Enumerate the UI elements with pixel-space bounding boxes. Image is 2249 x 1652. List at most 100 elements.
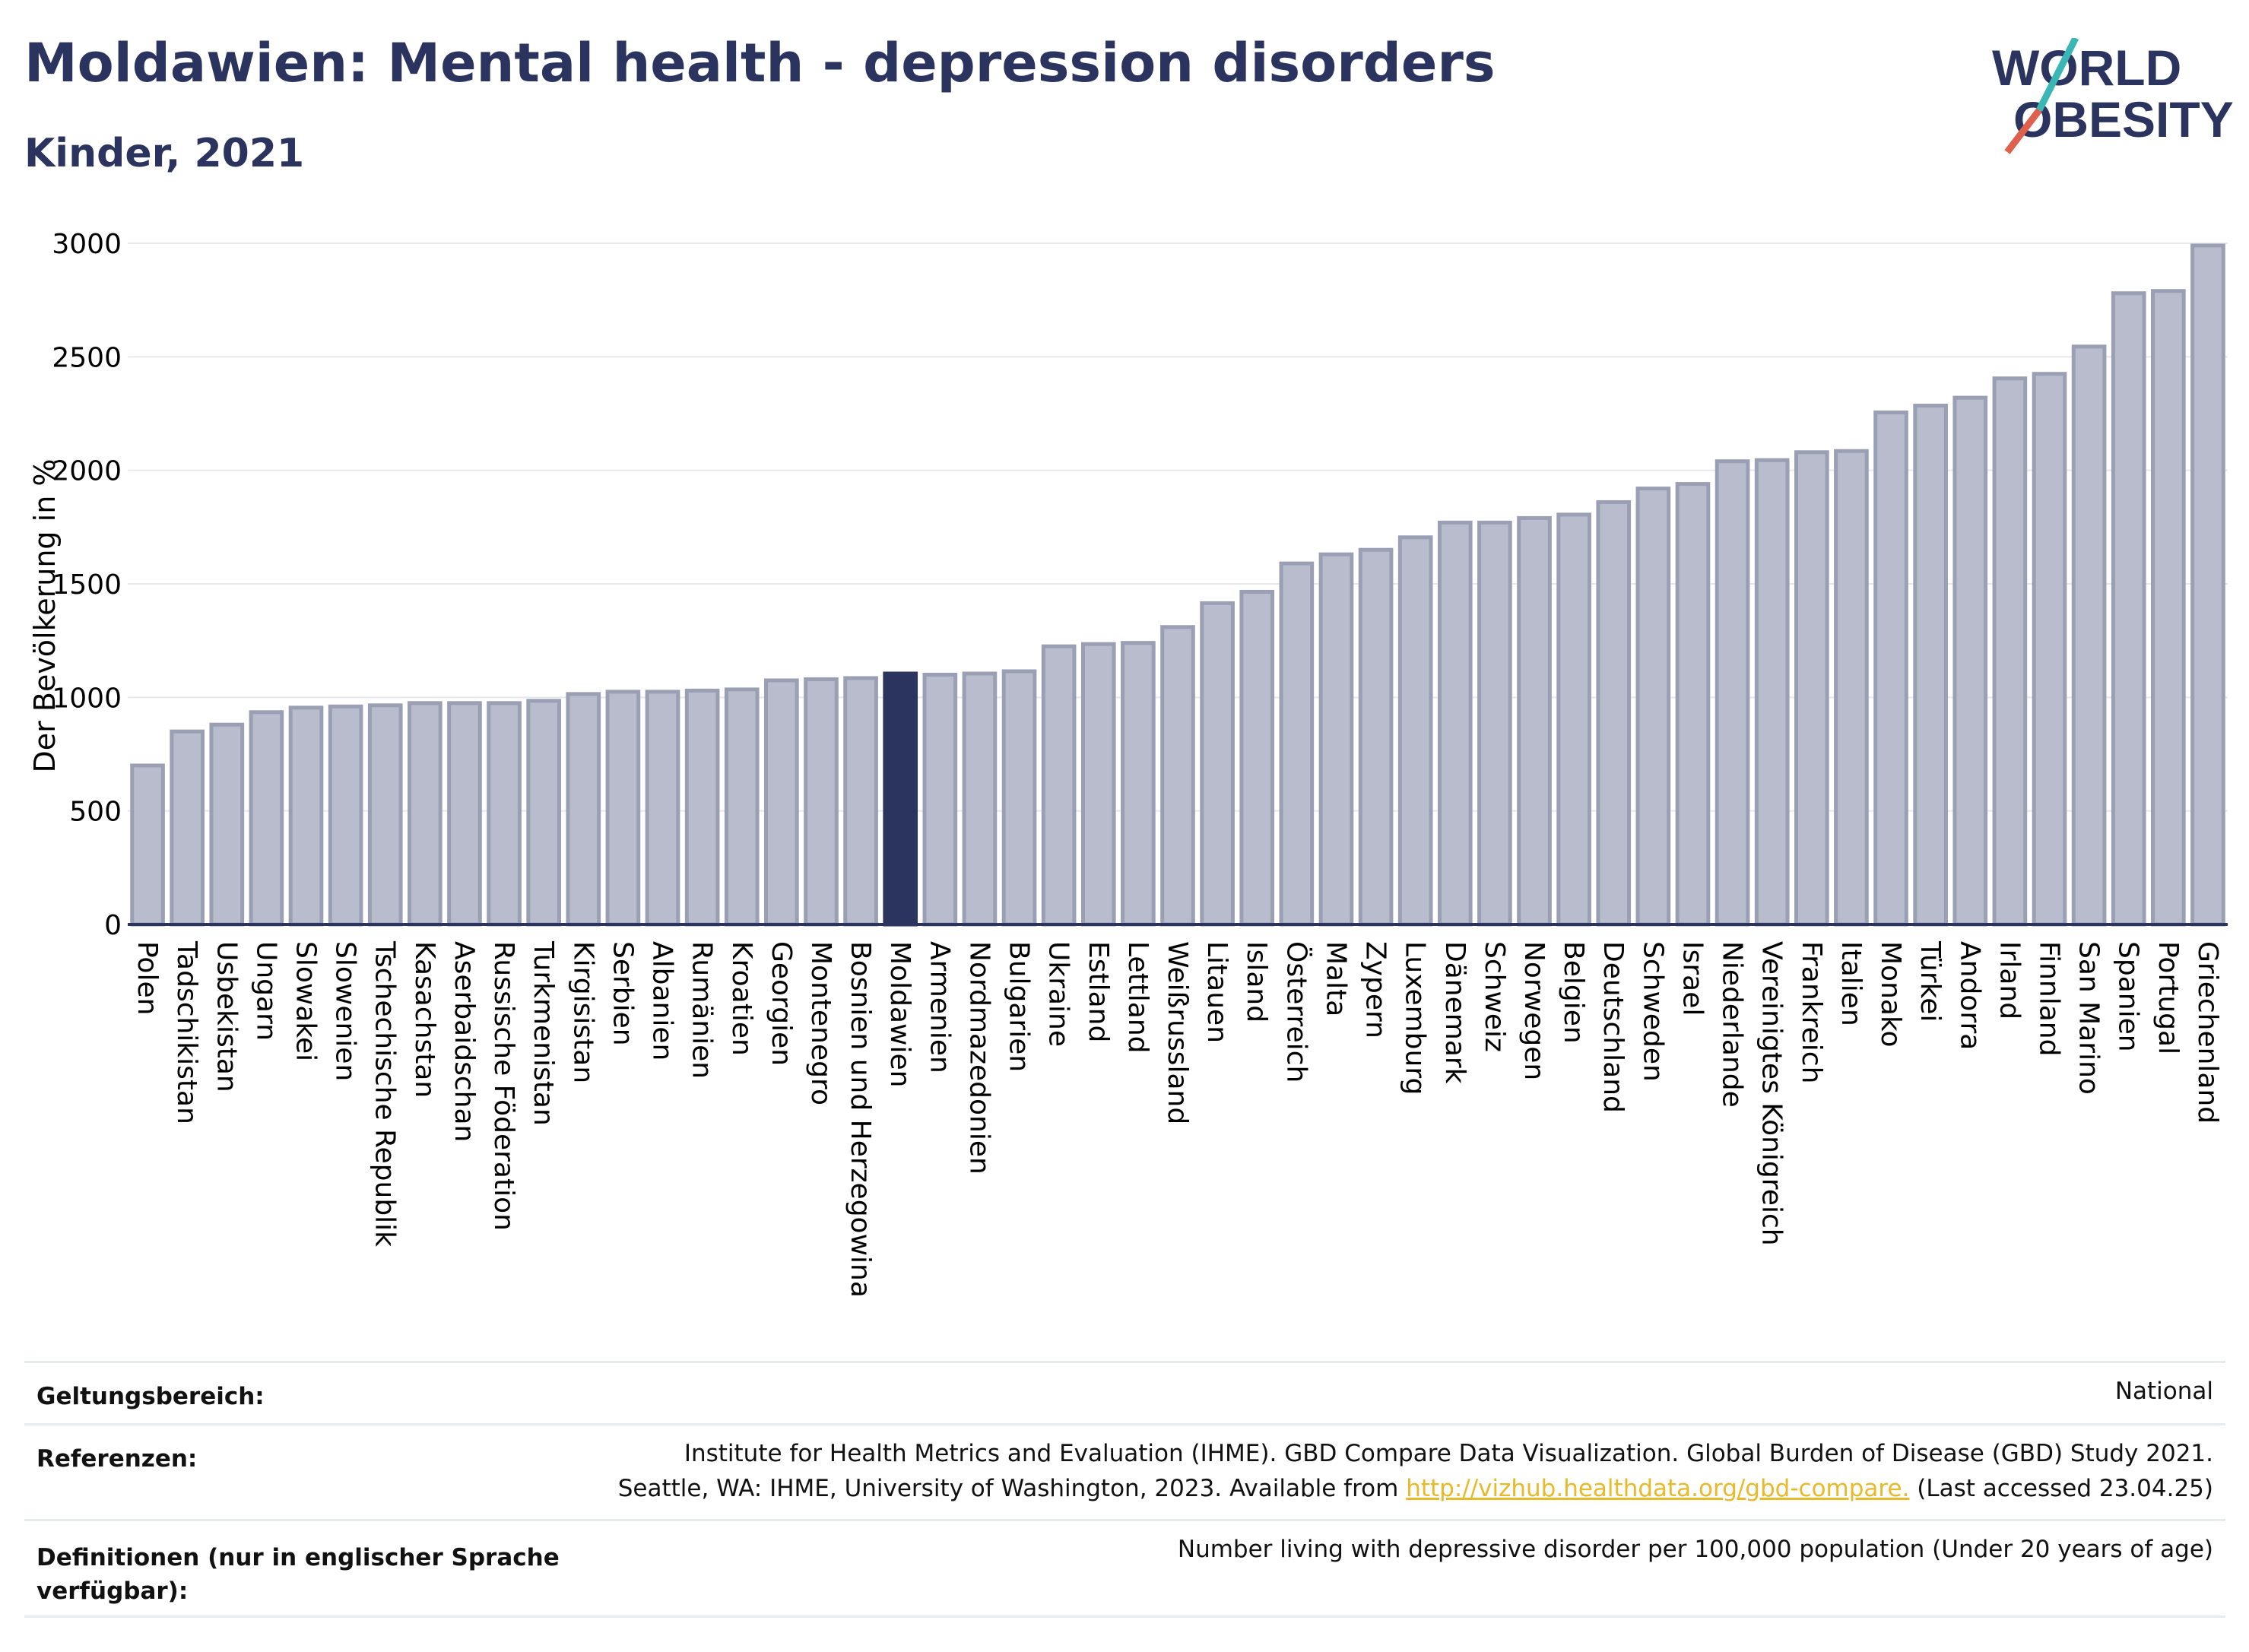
bar — [1001, 669, 1037, 927]
x-tick-label: Finnland — [2033, 941, 2064, 1056]
y-tick-label: 500 — [69, 797, 122, 828]
bar — [2111, 291, 2146, 927]
references-row: Referenzen: Institute for Health Metrics… — [24, 1423, 2225, 1520]
references-text: Seattle, WA: IHME, University of Washing… — [617, 1475, 1407, 1502]
bar — [843, 676, 878, 927]
bar — [1437, 520, 1473, 927]
bar — [170, 729, 205, 927]
bar — [130, 763, 165, 927]
bar — [1834, 449, 1869, 927]
bar — [605, 690, 641, 927]
y-axis-label: Der Bevölkerung in % — [28, 459, 62, 773]
bar — [328, 704, 363, 927]
bar — [1794, 450, 1829, 927]
definitions-value: Number living with depressive disorder p… — [1177, 1536, 2213, 1563]
bar — [2190, 243, 2225, 927]
bar — [1715, 459, 1750, 927]
bar — [1200, 601, 1235, 927]
x-tick-label: Aserbaidschan — [449, 941, 480, 1142]
x-tick-label: Tschechische Republik — [370, 940, 401, 1247]
tick-labels: 0 500 1000 1500 2000 2500 3000 Polen Tadschikist… — [52, 229, 2223, 1298]
bar — [1873, 411, 1908, 927]
x-tick-label: Kirgisistan — [567, 941, 598, 1083]
bar — [526, 699, 562, 927]
x-tick-label: Lettland — [1122, 941, 1153, 1054]
bar — [1952, 395, 1988, 927]
x-tick-label: Israel — [1676, 941, 1708, 1016]
bar — [2071, 344, 2107, 927]
x-tick-label: Andorra — [1954, 941, 1985, 1050]
references-label: Referenzen: — [36, 1445, 198, 1473]
bar — [684, 688, 720, 927]
x-tick-label: Albanien — [647, 941, 678, 1061]
bar — [1596, 499, 1632, 927]
x-tick-label: Norwegen — [1518, 941, 1550, 1080]
bar — [1239, 589, 1275, 927]
x-tick-label: Schweiz — [1479, 941, 1510, 1052]
x-tick-label: Spanien — [2113, 941, 2144, 1052]
x-tick-label: Ungarn — [250, 941, 281, 1041]
definitions-label: Definitionen (nur in englischer Sprache … — [36, 1544, 560, 1605]
bar — [1517, 515, 1552, 927]
x-tick-label: Kroatien — [726, 941, 757, 1056]
x-tick-label: Italien — [1835, 941, 1867, 1026]
bar — [724, 687, 760, 927]
page-subtitle: Kinder, 2021 — [24, 131, 305, 176]
bar — [249, 710, 284, 927]
x-tick-label: Georgien — [766, 941, 797, 1066]
y-tick-label: 0 — [104, 910, 122, 941]
references-link[interactable]: http://vizhub.healthdata.org/gbd-compare… — [1406, 1475, 1910, 1502]
x-tick-label: Schweden — [1637, 941, 1668, 1082]
x-tick-label: Griechenland — [2192, 941, 2223, 1124]
logo-slash-red — [2004, 108, 2042, 154]
x-tick-label: Armenien — [924, 941, 955, 1073]
bar — [447, 701, 482, 927]
x-tick-label: Deutschland — [1597, 941, 1629, 1113]
x-tick-label: Estland — [1083, 941, 1114, 1042]
references-line2: Seattle, WA: IHME, University of Washing… — [618, 1471, 2213, 1506]
bars — [130, 243, 2225, 927]
bar — [1160, 625, 1195, 927]
bar-chart: 0 500 1000 1500 2000 2500 3000 Polen Tadschikist… — [28, 229, 2228, 1298]
x-tick-label: San Marino — [2073, 941, 2105, 1095]
x-tick-label: Irland — [1994, 941, 2025, 1019]
bar — [1675, 482, 1711, 927]
bar — [1121, 641, 1156, 927]
x-tick-label: Weißrussland — [1162, 941, 1193, 1124]
x-tick-label: Tadschikistan — [171, 940, 202, 1124]
bar — [1913, 404, 1948, 927]
y-tick-label: 2000 — [52, 456, 122, 487]
x-tick-label: Rumänien — [687, 941, 718, 1079]
bar — [2151, 289, 2186, 927]
bar — [209, 722, 245, 927]
y-tick-label: 3000 — [52, 229, 122, 260]
bar — [645, 690, 680, 927]
bar — [1992, 376, 2028, 927]
bar — [566, 692, 601, 927]
x-tick-label: Belgien — [1558, 941, 1589, 1044]
scope-label: Geltungsbereich: — [36, 1383, 265, 1410]
x-tick-label: Ukraine — [1043, 941, 1074, 1047]
bar — [1556, 512, 1591, 927]
bar — [1635, 487, 1671, 927]
y-tick-label: 1000 — [52, 683, 122, 714]
x-tick-label: Slowakei — [290, 941, 322, 1061]
bar — [1397, 535, 1433, 927]
bar — [962, 671, 998, 927]
references-accessed: (Last accessed 23.04.25) — [1909, 1475, 2213, 1502]
bar — [922, 672, 958, 927]
bar — [1279, 561, 1315, 927]
bar — [2032, 372, 2067, 927]
x-tick-label: Dänemark — [1439, 941, 1470, 1084]
bar — [1080, 642, 1116, 927]
bar — [487, 701, 522, 927]
bar — [1477, 520, 1512, 927]
references-line1: Institute for Health Metrics and Evaluat… — [684, 1440, 2213, 1467]
x-tick-label: Polen — [132, 941, 163, 1015]
x-tick-label: Österreich — [1280, 941, 1312, 1083]
x-tick-label: Nordmazedonien — [963, 941, 994, 1175]
bar — [1358, 547, 1394, 927]
logo-slash-teal — [2035, 38, 2079, 113]
logo-line1: WORLD — [1992, 40, 2181, 96]
bar — [764, 678, 799, 927]
